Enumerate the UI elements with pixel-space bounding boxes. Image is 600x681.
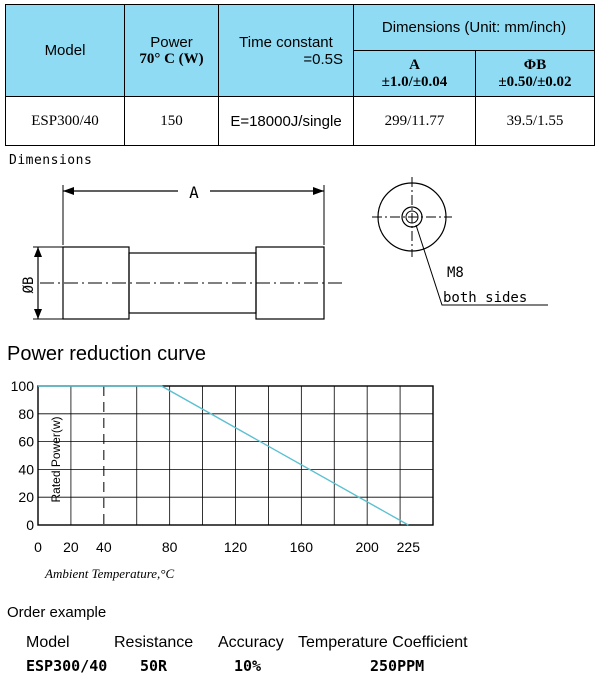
a-header: A ±1.0/±0.04 bbox=[353, 50, 476, 97]
y-tick-label: 20 bbox=[18, 489, 34, 505]
order-label-resistance: Resistance bbox=[114, 634, 194, 651]
cell-time-constant: E=18000J/single bbox=[218, 96, 354, 146]
power-header: Power 70° C (W) bbox=[124, 4, 219, 97]
arrow-left-icon bbox=[63, 187, 74, 195]
cell-dimension-b: 39.5/1.55 bbox=[475, 96, 595, 146]
x-tick-label: 80 bbox=[162, 539, 178, 555]
leader-line bbox=[415, 224, 548, 306]
cell-model: ESP300/40 bbox=[5, 96, 125, 146]
order-value-resistance: 50R bbox=[140, 657, 168, 675]
dimension-drawing: A ØB M8 both sides bbox=[21, 177, 548, 320]
power-header-unit: 70° C (W) bbox=[139, 50, 204, 67]
time-constant-header: Time constant =0.5S bbox=[218, 4, 354, 97]
y-tick-label: 60 bbox=[18, 434, 34, 450]
x-tick-label: 120 bbox=[224, 539, 248, 555]
spec-table: Model Power 70° C (W) Time constant =0.5… bbox=[5, 4, 595, 146]
order-labels: Model Resistance Accuracy Temperature Co… bbox=[26, 634, 468, 652]
model-header: Model bbox=[5, 4, 125, 97]
y-tick-label: 80 bbox=[18, 406, 34, 422]
order-label-accuracy: Accuracy bbox=[218, 634, 284, 651]
b-header-tolerance: ±0.50/±0.02 bbox=[498, 73, 572, 90]
x-tick-label: 20 bbox=[63, 539, 79, 555]
x-axis-label: Ambient Temperature,°C bbox=[44, 566, 175, 581]
cell-power: 150 bbox=[124, 96, 219, 146]
order-value-model: ESP300/40 bbox=[26, 657, 108, 675]
arrow-up-icon bbox=[34, 247, 42, 257]
order-label-model: Model bbox=[26, 634, 70, 651]
x-tick-label: 225 bbox=[397, 539, 421, 555]
y-tick-label: 100 bbox=[11, 378, 35, 394]
power-curve-title: Power reduction curve bbox=[7, 343, 206, 365]
x-tick-label: 200 bbox=[355, 539, 379, 555]
arrow-right-icon bbox=[313, 187, 324, 195]
table-row: ESP300/40 150 E=18000J/single 299/11.77 … bbox=[5, 96, 595, 146]
x-tick-label: 40 bbox=[96, 539, 112, 555]
power-curve-chart: 0 20 40 60 80 100 0 20 40 80 120 160 200 225 Rated Pow… bbox=[11, 378, 434, 581]
order-values: ESP300/40 50R 10% 250PPM bbox=[26, 657, 424, 675]
x-tick-label: 0 bbox=[34, 539, 42, 555]
x-tick-label: 160 bbox=[290, 539, 314, 555]
cell-dimension-a: 299/11.77 bbox=[353, 96, 476, 146]
order-value-temperature-coefficient: 250PPM bbox=[370, 657, 425, 675]
order-example-heading: Order example bbox=[7, 604, 107, 621]
time-header-label: Time constant bbox=[239, 33, 333, 51]
order-value-accuracy: 10% bbox=[234, 657, 262, 675]
dimension-b-label: ØB bbox=[21, 277, 37, 294]
b-header-label: ΦB bbox=[523, 56, 547, 73]
thread-label: M8 bbox=[447, 265, 464, 281]
a-header-tolerance: ±1.0/±0.04 bbox=[381, 73, 448, 90]
b-header: ΦB ±0.50/±0.02 bbox=[475, 50, 595, 97]
a-header-label: A bbox=[409, 56, 420, 73]
y-tick-label: 0 bbox=[26, 517, 34, 533]
dimensions-title: Dimensions bbox=[9, 153, 93, 168]
series-line bbox=[38, 385, 409, 526]
power-header-label: Power bbox=[150, 33, 193, 51]
plot-frame bbox=[37, 385, 434, 526]
sides-label: both sides bbox=[443, 290, 527, 306]
time-header-value: =0.5S bbox=[303, 50, 343, 68]
arrow-down-icon bbox=[34, 309, 42, 319]
y-axis-label: Rated Power(w) bbox=[49, 416, 63, 502]
order-label-temperature-coefficient: Temperature Coefficient bbox=[298, 634, 468, 651]
dimensions-header: Dimensions (Unit: mm/inch) bbox=[353, 4, 595, 51]
dimension-a-label: A bbox=[189, 183, 199, 202]
y-tick-label: 40 bbox=[18, 461, 34, 477]
